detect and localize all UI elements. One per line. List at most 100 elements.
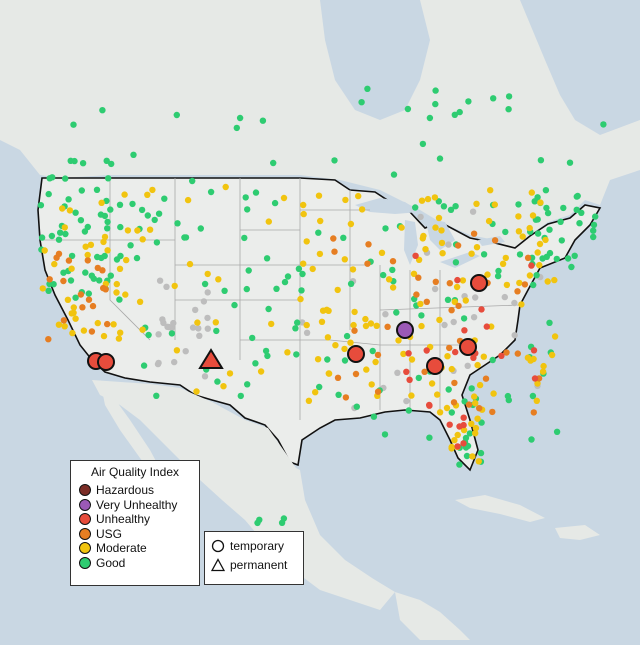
monitor-dot: [349, 266, 357, 273]
no-data-dot: [431, 285, 439, 293]
monitor-dot: [494, 272, 502, 280]
monitor-dot: [418, 312, 425, 319]
monitor-dot: [116, 265, 124, 272]
monitor-dot: [368, 381, 375, 388]
monitor-dot: [468, 250, 475, 257]
monitor-dot: [77, 217, 85, 224]
hispaniola: [555, 525, 600, 540]
monitor-dot: [460, 440, 467, 447]
monitor-dot: [245, 267, 252, 274]
monitor-dot: [347, 280, 355, 287]
monitor-dot: [406, 376, 413, 383]
monitor-dot: [186, 260, 194, 268]
monitor-dot: [140, 362, 148, 369]
monitor-dot: [385, 276, 393, 283]
monitor-dot: [546, 249, 554, 257]
monitor-dot: [60, 317, 68, 324]
monitor-dot: [84, 223, 92, 231]
legend-row-moderate: Moderate: [79, 541, 191, 556]
monitor-dot: [578, 209, 585, 216]
monitor-dot: [104, 247, 111, 254]
monitor-dot: [426, 402, 433, 409]
monitor-dot: [451, 437, 458, 444]
monitor-dot: [244, 381, 251, 388]
monitor-dot: [151, 216, 158, 224]
monitor-dot: [116, 296, 123, 303]
monitor-dot: [426, 434, 433, 441]
monitor-dot: [153, 392, 160, 399]
monitor-dot: [403, 368, 410, 375]
monitor-dot: [374, 351, 382, 359]
monitor-dot: [417, 300, 424, 308]
monitor-dot: [469, 453, 476, 460]
monitor-dot: [477, 449, 485, 457]
no-data-dot: [204, 289, 211, 296]
monitor-dot: [65, 257, 73, 264]
monitor-dot: [144, 212, 151, 219]
monitor-dot: [408, 356, 416, 363]
monitor-dot: [551, 333, 559, 340]
unhealthy-monitors: [403, 252, 539, 450]
monitor-dot: [389, 266, 396, 274]
monitor-dot: [389, 258, 397, 265]
monitor-dot: [136, 298, 144, 305]
monitor-dot: [505, 106, 512, 113]
monitor-dot: [45, 190, 52, 198]
monitor-dot: [498, 352, 505, 359]
monitor-dot: [423, 347, 430, 354]
monitor-dot: [305, 397, 313, 404]
monitor-dot: [87, 241, 95, 248]
monitor-dot: [551, 276, 558, 284]
monitor-dot: [454, 276, 461, 284]
mexico-land: [92, 380, 395, 610]
monitor-dot: [297, 295, 304, 303]
monitor-dot: [465, 98, 472, 105]
legend-label: Good: [96, 555, 126, 570]
monitor-dot: [300, 260, 307, 267]
monitor-dot: [456, 423, 463, 430]
monitor-dot: [436, 316, 443, 324]
temporary-monitor-marker: [426, 357, 444, 375]
monitor-dot: [514, 288, 521, 295]
monitor-dot: [79, 304, 86, 311]
monitor-dot: [454, 242, 462, 249]
monitor-dot: [518, 301, 525, 308]
monitor-dot: [331, 157, 338, 164]
moderate-monitors: [39, 183, 559, 465]
good-monitors: [37, 85, 607, 527]
monitor-dot: [460, 315, 468, 322]
monitor-dot: [48, 232, 56, 240]
monitor-dot: [503, 349, 510, 356]
monitor-dot: [39, 285, 46, 292]
no-data-dot: [472, 294, 479, 301]
no-data-dot: [382, 311, 389, 318]
monitor-dot: [476, 405, 483, 412]
monitor-dot: [101, 252, 108, 260]
monitor-dot: [420, 232, 427, 240]
monitor-dot: [600, 121, 607, 128]
monitor-dot: [263, 255, 271, 262]
monitor-dot: [72, 294, 79, 301]
monitor-dot: [134, 227, 141, 234]
monitor-dot: [113, 256, 121, 263]
monitor-dot: [100, 238, 107, 246]
legend-row-good: Good: [79, 556, 191, 571]
monitor-dot: [478, 419, 485, 426]
monitor-dot: [97, 211, 105, 218]
lake-ontario: [478, 236, 505, 246]
monitor-dot: [454, 431, 461, 439]
monitor-dot: [514, 350, 521, 357]
monitor-dot: [309, 265, 316, 273]
monitor-dot: [447, 206, 455, 213]
monitor-dot: [503, 281, 511, 289]
hudson-bay: [320, 0, 430, 120]
circle-icon: [211, 539, 225, 552]
monitor-dot: [343, 332, 351, 340]
monitor-dot: [546, 319, 553, 326]
monitor-dot: [526, 272, 534, 279]
monitor-dot: [280, 194, 288, 202]
monitor-dot: [378, 249, 386, 256]
monitor-dot: [471, 393, 478, 400]
legend-row-usg: USG: [79, 527, 191, 542]
